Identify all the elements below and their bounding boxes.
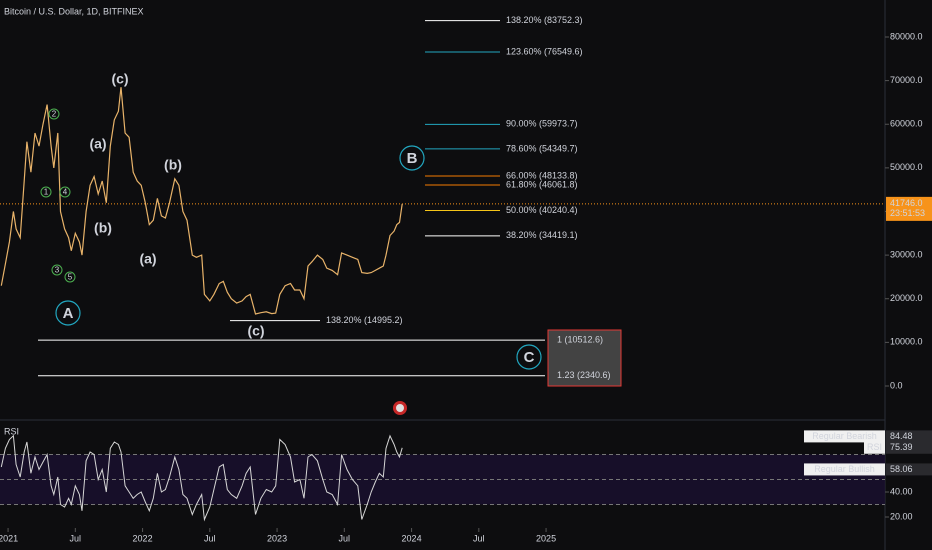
fib-label: 138.20% (83752.3) bbox=[506, 15, 583, 25]
tag-box bbox=[804, 430, 885, 443]
x-tick-label: Jul bbox=[204, 533, 216, 543]
sub-wave-circle bbox=[51, 264, 63, 276]
tag-value-box bbox=[886, 441, 932, 454]
fib-label: 138.20% (14995.2) bbox=[326, 315, 403, 325]
tag-value: 84.48 bbox=[890, 431, 913, 441]
tag-value: 58.06 bbox=[890, 464, 913, 474]
minor-wave: (a) bbox=[89, 136, 106, 152]
fib-label: 38.20% (34419.1) bbox=[506, 230, 578, 240]
fib-label: 123.60% (76549.6) bbox=[506, 46, 583, 56]
minor-wave: (b) bbox=[164, 157, 182, 173]
tag-value: 75.39 bbox=[890, 442, 913, 452]
y-tick-label: 60000.0 bbox=[890, 119, 923, 129]
wave-circle bbox=[516, 344, 542, 370]
fib-label: 78.60% (54349.7) bbox=[506, 143, 578, 153]
y-tick-label: 0.0 bbox=[890, 380, 903, 390]
minor-wave: (c) bbox=[247, 323, 264, 339]
wave-circle bbox=[55, 300, 81, 326]
y-tick-label: 30000.0 bbox=[890, 249, 923, 259]
x-tick-label: 2024 bbox=[402, 533, 422, 543]
y-tick-label: 50000.0 bbox=[890, 162, 923, 172]
major-wave: B bbox=[407, 150, 418, 167]
x-tick-label: 2022 bbox=[133, 533, 153, 543]
series-line bbox=[0, 434, 403, 522]
fib-label: 66.00% (48133.8) bbox=[506, 170, 578, 180]
minor-wave: (a) bbox=[139, 251, 156, 267]
sub-wave: 2 bbox=[52, 110, 57, 119]
x-tick-label: Jul bbox=[70, 533, 82, 543]
chart-title: Bitcoin / U.S. Dollar, 1D, BITFINEX bbox=[4, 6, 144, 16]
x-tick-label: 2025 bbox=[536, 533, 556, 543]
tag-value-box bbox=[886, 463, 932, 476]
x-tick-label: 2021 bbox=[0, 533, 18, 543]
last-price-label: 41746.0 bbox=[890, 198, 923, 208]
tag-label: RSI bbox=[867, 442, 882, 452]
wave-circle bbox=[399, 145, 425, 171]
fib-label: 90.00% (59973.7) bbox=[506, 119, 578, 129]
tag-box bbox=[804, 463, 885, 476]
x-tick-label: Jul bbox=[473, 533, 485, 543]
sub-wave-circle bbox=[64, 271, 76, 283]
sub-wave: 3 bbox=[55, 266, 60, 275]
tag-box bbox=[864, 441, 885, 454]
last-price-tag bbox=[886, 196, 932, 221]
fib-label: 1.23 (2340.6) bbox=[557, 370, 611, 380]
major-wave: C bbox=[524, 349, 535, 366]
x-tick-label: Jul bbox=[339, 533, 351, 543]
major-wave: A bbox=[63, 305, 74, 322]
rsi-title: RSI bbox=[4, 426, 19, 436]
fib-label: 50.00% (40240.4) bbox=[506, 205, 578, 215]
target-box bbox=[547, 329, 622, 387]
tag-label: Regular Bearish bbox=[812, 431, 877, 441]
sub-wave-circle bbox=[40, 186, 52, 198]
y-tick-label: 70000.0 bbox=[890, 75, 923, 85]
sub-wave-circle bbox=[48, 108, 60, 120]
sub-wave: 5 bbox=[68, 273, 73, 282]
sub-wave: 1 bbox=[44, 188, 49, 197]
countdown: 23:51:53 bbox=[890, 208, 925, 218]
fib-label: 61.80% (46061.8) bbox=[506, 179, 578, 189]
y-tick-label: 10000.0 bbox=[890, 337, 923, 347]
y-tick-label: 20.00 bbox=[890, 511, 913, 521]
series-line bbox=[0, 87, 403, 315]
tag-label: Regular Bullish bbox=[814, 464, 875, 474]
y-tick-label: 40.00 bbox=[890, 486, 913, 496]
tag-value-box bbox=[886, 430, 932, 443]
sub-wave-circle bbox=[59, 186, 71, 198]
y-tick-label: 80000.0 bbox=[890, 31, 923, 41]
minor-wave: (c) bbox=[111, 71, 128, 87]
fib-label: 1 (10512.6) bbox=[557, 335, 603, 345]
minor-wave: (b) bbox=[94, 220, 112, 236]
event-icon-inner bbox=[396, 404, 404, 412]
x-tick-label: 2023 bbox=[267, 533, 287, 543]
y-tick-label: 20000.0 bbox=[890, 293, 923, 303]
sub-wave: 4 bbox=[63, 188, 68, 197]
